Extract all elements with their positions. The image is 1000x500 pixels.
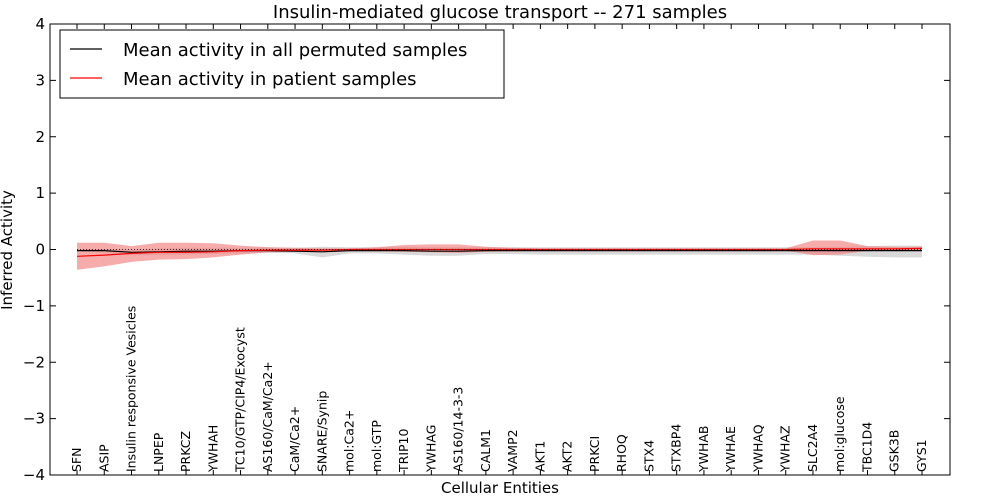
y-tick-label: 4 (35, 15, 45, 33)
x-category-label: RHOQ (614, 434, 629, 472)
y-tick-label: −4 (23, 466, 45, 484)
y-axis: −4 −3 −2 −1 0 1 2 3 4 (23, 15, 950, 484)
series-line-patient (76, 247, 923, 257)
y-tick-label: 1 (35, 184, 45, 202)
x-category-label: LNPEP (151, 432, 166, 472)
x-category-label: TC10/GTP/CIP4/Exocyst (233, 327, 248, 473)
band-patient (77, 240, 922, 270)
x-category-label: YWHAB (696, 425, 711, 473)
x-category-label: TRIP10 (396, 429, 411, 473)
x-category-label: SFN (69, 448, 84, 472)
x-category-label: mol:glucose (832, 396, 847, 472)
y-tick-label: 3 (35, 71, 45, 89)
x-category-label: SLC2A4 (805, 424, 820, 472)
x-category-label: AKT1 (532, 441, 547, 472)
x-axis-label: Cellular Entities (441, 479, 559, 497)
x-axis-category-labels: SFN ASIP Insulin responsive Vesicles LNPEP P… (69, 24, 929, 475)
series-lines (76, 247, 923, 257)
x-category-label: YWHAG (423, 425, 438, 473)
x-category-label: CaM/Ca2+ (287, 406, 302, 472)
y-axis-label: Inferred Activity (0, 190, 16, 310)
y-tick-label: 0 (35, 241, 45, 259)
legend-box (59, 29, 505, 99)
x-category-label: AKT2 (560, 441, 575, 472)
x-category-label: YWHAE (723, 426, 738, 473)
y-tick-label: −3 (23, 410, 45, 428)
x-category-label: CALM1 (478, 429, 493, 472)
x-category-label: PRKCZ (178, 431, 193, 472)
legend-label-patient: Mean activity in patient samples (123, 69, 417, 90)
x-category-label: GSK3B (887, 430, 902, 472)
x-category-label: SNARE/Synip (314, 391, 329, 472)
x-category-label: Insulin responsive Vesicles (124, 306, 139, 472)
y-tick-label: 2 (35, 128, 45, 146)
x-category-label: YWHAZ (778, 425, 793, 473)
x-category-label: TBC1D4 (859, 422, 874, 473)
y-tick-label: −1 (23, 297, 45, 315)
y-tick-label: −2 (23, 353, 45, 371)
x-category-label: AS160/14-3-3 (451, 387, 466, 472)
x-category-label: YWHAH (205, 425, 220, 473)
x-category-label: VAMP2 (505, 429, 520, 472)
x-category-label: mol:GTP (369, 420, 384, 472)
confidence-bands (77, 240, 922, 270)
x-category-label: ASIP (96, 444, 111, 472)
x-category-label: STXBP4 (669, 424, 684, 472)
x-category-label: YWHAQ (750, 424, 765, 473)
x-category-label: STX4 (641, 440, 656, 472)
x-category-label: GYS1 (914, 439, 929, 472)
x-category-label: PRKCI (587, 436, 602, 472)
chart-title: Insulin-mediated glucose transport -- 27… (273, 2, 727, 23)
x-category-label: AS160/CaM/Ca2+ (260, 361, 275, 472)
x-category-label: mol:Ca2+ (342, 410, 357, 472)
legend: Mean activity in all permuted samples Me… (59, 29, 505, 99)
legend-label-permuted: Mean activity in all permuted samples (123, 40, 467, 61)
